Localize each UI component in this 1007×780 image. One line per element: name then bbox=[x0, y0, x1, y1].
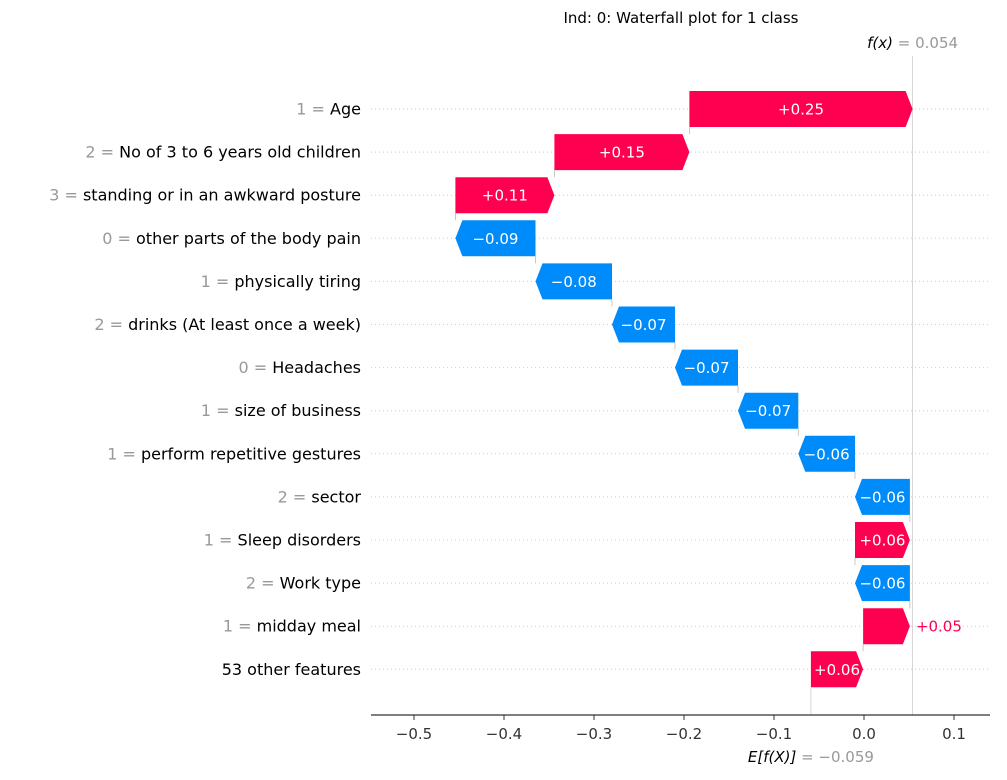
feature-label: 1 = Age bbox=[296, 100, 361, 119]
feature-label: 53 other features bbox=[222, 660, 361, 679]
bar-value-label: +0.11 bbox=[482, 187, 528, 205]
feature-value: 1 = bbox=[201, 272, 235, 291]
x-tick-label: −0.1 bbox=[756, 725, 792, 743]
feature-label: 2 = drinks (At least once a week) bbox=[94, 315, 361, 334]
feature-label: 1 = Sleep disorders bbox=[204, 531, 361, 550]
bar-value-label: −0.06 bbox=[859, 488, 905, 506]
feature-label: 1 = midday meal bbox=[223, 617, 361, 636]
negative-bar bbox=[855, 565, 910, 602]
feature-value: 3 = bbox=[49, 186, 83, 205]
feature-value: 1 = bbox=[223, 617, 257, 636]
bar-value-label: +0.06 bbox=[859, 532, 905, 550]
feature-name: Headaches bbox=[272, 358, 361, 377]
feature-name: midday meal bbox=[257, 617, 361, 636]
feature-name: sector bbox=[311, 487, 361, 506]
x-tick-label: −0.4 bbox=[486, 725, 522, 743]
feature-name: perform repetitive gestures bbox=[141, 444, 361, 463]
positive-bar bbox=[689, 91, 913, 127]
feature-label: 0 = Headaches bbox=[238, 358, 361, 377]
feature-value: 1 = bbox=[107, 444, 141, 463]
x-tick-label: 0.0 bbox=[852, 725, 876, 743]
bar-value-label: +0.15 bbox=[599, 144, 645, 162]
feature-label: 2 = No of 3 to 6 years old children bbox=[85, 143, 361, 162]
feature-value: 1 = bbox=[201, 401, 235, 420]
bar-value-label: +0.06 bbox=[814, 661, 860, 679]
feature-value: 2 = bbox=[246, 574, 280, 593]
bar-value-label: −0.09 bbox=[472, 230, 518, 248]
negative-bar bbox=[798, 435, 855, 472]
feature-label: 1 = physically tiring bbox=[201, 272, 361, 291]
bar-value-label: −0.07 bbox=[745, 402, 791, 420]
x-tick-label: 0.1 bbox=[942, 725, 966, 743]
bar-value-label: +0.25 bbox=[778, 101, 824, 119]
bar-value-label: −0.08 bbox=[551, 273, 597, 291]
positive-bar bbox=[554, 134, 690, 171]
feature-value: 2 = bbox=[85, 143, 119, 162]
feature-name: Work type bbox=[280, 574, 361, 593]
feature-name: physically tiring bbox=[234, 272, 361, 291]
bar-value-label: +0.05 bbox=[916, 618, 962, 636]
negative-bar bbox=[535, 263, 612, 300]
feature-label: 0 = other parts of the body pain bbox=[102, 229, 361, 248]
positive-bar bbox=[855, 522, 910, 558]
feature-label: 1 = perform repetitive gestures bbox=[107, 444, 361, 463]
bar-value-label: −0.07 bbox=[621, 316, 667, 334]
bar-value-label: −0.06 bbox=[859, 575, 905, 593]
feature-name: drinks (At least once a week) bbox=[128, 315, 361, 334]
feature-label: 1 = size of business bbox=[201, 401, 361, 420]
negative-bar bbox=[738, 392, 799, 429]
feature-name: No of 3 to 6 years old children bbox=[119, 143, 361, 162]
feature-value: 0 = bbox=[238, 358, 272, 377]
feature-value: 2 = bbox=[278, 487, 312, 506]
positive-bar bbox=[455, 177, 555, 214]
negative-bar bbox=[855, 478, 910, 515]
positive-bar bbox=[810, 651, 864, 688]
feature-name: Sleep disorders bbox=[238, 531, 361, 550]
bar-value-label: −0.07 bbox=[684, 359, 730, 377]
x-tick-label: −0.5 bbox=[396, 725, 432, 743]
feature-value: 0 = bbox=[102, 229, 136, 248]
efx-label: E[f(X)] = −0.059 bbox=[748, 748, 874, 766]
feature-name: other parts of the body pain bbox=[136, 229, 361, 248]
x-tick-label: −0.3 bbox=[576, 725, 612, 743]
feature-name: Age bbox=[330, 100, 361, 119]
bar-value-label: −0.06 bbox=[804, 445, 850, 463]
x-tick-label: −0.2 bbox=[666, 725, 702, 743]
feature-label: 3 = standing or in an awkward posture bbox=[49, 186, 361, 205]
positive-bar bbox=[863, 608, 910, 645]
feature-value: 2 = bbox=[94, 315, 128, 334]
feature-name: standing or in an awkward posture bbox=[83, 186, 361, 205]
feature-label: 2 = sector bbox=[278, 487, 362, 506]
feature-value: 1 = bbox=[296, 100, 330, 119]
negative-bar bbox=[612, 306, 675, 343]
chart-title: Ind: 0: Waterfall plot for 1 class bbox=[563, 9, 798, 27]
negative-bar bbox=[455, 220, 536, 257]
feature-name: size of business bbox=[235, 401, 361, 420]
feature-value: 1 = bbox=[204, 531, 238, 550]
fx-label: f(x) = 0.054 bbox=[867, 34, 958, 52]
negative-bar bbox=[675, 349, 738, 386]
feature-name: 53 other features bbox=[222, 660, 361, 679]
feature-label: 2 = Work type bbox=[246, 574, 361, 593]
